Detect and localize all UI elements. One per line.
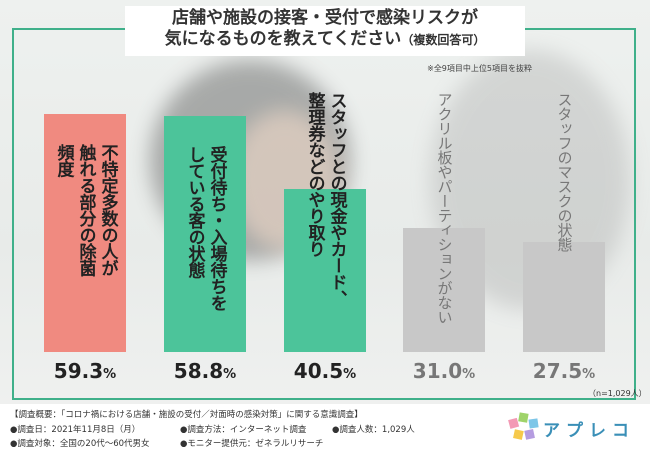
sample-size-note: （n=1,029人）: [588, 389, 647, 398]
bar-3: [284, 189, 366, 352]
selection-note: ※全9項目中上位5項目を抜粋: [427, 64, 532, 73]
survey-method: ●調査方法：インターネット調査: [180, 425, 307, 435]
value-label-3: 40.5%: [284, 359, 366, 383]
survey-count: ●調査人数：1,029人: [332, 425, 415, 435]
bar-2: [164, 116, 246, 352]
bar-label-3-col-2: 整理券などのやり取り: [304, 92, 325, 257]
bar-label-1: 不特定多数の人が 触れる部分の除菌 頻度: [44, 144, 126, 276]
bar-label-3-col-1: スタッフとの現金やカード、: [326, 92, 347, 307]
apreco-logo: アプレコ: [505, 410, 645, 444]
logo-text: アプレコ: [543, 421, 635, 441]
value-label-1: 59.3%: [44, 359, 126, 383]
bar-label-1-col-3: 頻度: [53, 144, 74, 177]
bar-4: [403, 227, 485, 352]
survey-provider: ●モニター提供元：ゼネラルリサーチ: [180, 439, 324, 449]
survey-footer: 【調査概要：「コロナ禍における店舗・施設の受付／対面時の感染対策」に関する意識調…: [0, 404, 650, 450]
bar-label-4: アクリル板やパーティションがない: [403, 92, 485, 324]
bar-label-3: スタッフとの現金やカード、 整理券などのやり取り: [284, 92, 366, 307]
title-box: 店舗や施設の接客・受付で感染リスクが 気になるものを教えてください（複数回答可）: [125, 6, 525, 56]
value-label-2: 58.8%: [164, 359, 246, 383]
value-label-4: 31.0%: [403, 359, 485, 383]
survey-date: ●調査日：2021年11月8日（月）: [10, 425, 141, 435]
chart-title-line1: 店舗や施設の接客・受付で感染リスクが: [172, 8, 478, 28]
value-unit-5: %: [582, 367, 596, 382]
value-number-3: 40.5: [293, 359, 344, 383]
bar-label-5: スタッフのマスクの状態: [523, 92, 605, 252]
chart-title-line2: 気になるものを教えてください（複数回答可）: [125, 29, 525, 51]
value-number-2: 58.8: [173, 359, 224, 383]
logo-mark-icon: [508, 412, 539, 440]
bar-label-2-col-2: している客の状態: [184, 146, 205, 278]
value-number-1: 59.3: [53, 359, 104, 383]
value-unit-2: %: [223, 367, 237, 382]
value-number-4: 31.0: [412, 359, 463, 383]
bar-label-4-col-1: アクリル板やパーティションがない: [435, 92, 454, 324]
bar-label-5-col-1: スタッフのマスクの状態: [555, 92, 574, 252]
bar-label-2: 受付待ち・入場待ちを している客の状態: [164, 146, 246, 311]
bar-1: [44, 114, 126, 352]
value-label-5: 27.5%: [523, 359, 605, 383]
survey-title: 【調査概要：「コロナ禍における店舗・施設の受付／対面時の感染対策」に関する意識調…: [10, 410, 363, 420]
value-unit-1: %: [103, 367, 117, 382]
value-number-5: 27.5: [532, 359, 583, 383]
value-unit-4: %: [462, 367, 476, 382]
bar-label-2-col-1: 受付待ち・入場待ちを: [206, 146, 227, 311]
bar-label-1-col-2: 触れる部分の除菌: [75, 144, 96, 276]
bar-5: [523, 241, 605, 352]
chart-title-suffix: （複数回答可）: [401, 33, 486, 47]
bar-label-1-col-1: 不特定多数の人が: [97, 144, 118, 276]
value-unit-3: %: [343, 367, 357, 382]
survey-target: ●調査対象：全国の20代～60代男女: [10, 439, 150, 449]
chart-title-main: 気になるものを教えてください: [164, 29, 402, 49]
